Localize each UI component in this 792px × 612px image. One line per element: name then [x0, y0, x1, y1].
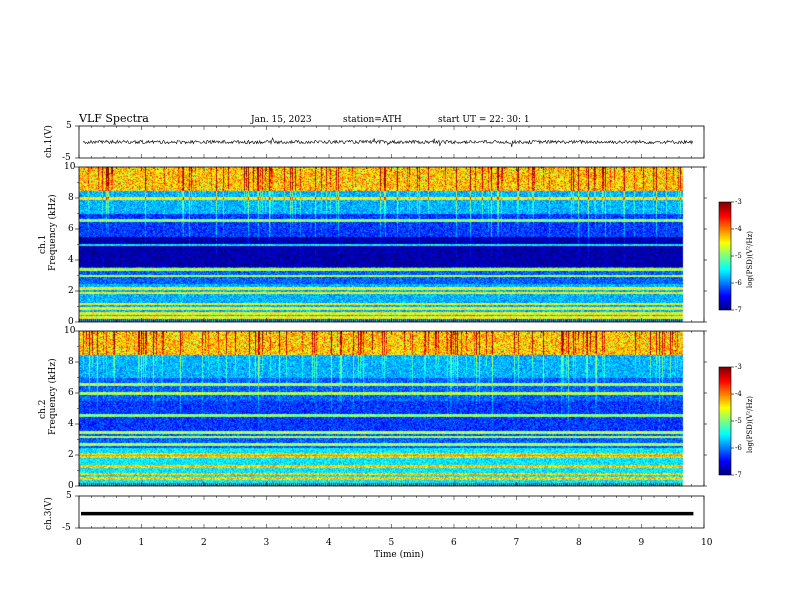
ch2-spectrogram-ytick-label: 10: [64, 326, 76, 336]
station-label: station=ATH: [343, 115, 402, 125]
x-axis-label: Time (min): [374, 550, 424, 560]
ch1-spectrogram-ylabel-frequency: Frequency (kHz): [48, 194, 58, 271]
ch2-colorbar-tick-label: -3: [735, 363, 742, 371]
x-tick-label: 1: [138, 538, 145, 548]
ch1-spectrogram-ytick-label: 8: [68, 193, 74, 203]
ch1-waveform-trace: [82, 137, 693, 148]
ch2-spectrogram-ytick-label: 6: [68, 388, 74, 398]
ch1-colorbar-tick-label: -4: [735, 225, 742, 233]
ch2-spectrogram-ytick-label: 0: [68, 481, 74, 491]
x-tick-label: 5: [388, 538, 395, 548]
ch2-colorbar-tick-label: -5: [735, 417, 742, 425]
x-tick-label: 3: [263, 538, 270, 548]
wave1-frame: [78, 125, 705, 159]
ch2-spectrogram-image: [79, 331, 693, 486]
ch1-colorbar-tick-label: -5: [735, 252, 742, 260]
ch1-colorbar-frame: [718, 201, 732, 311]
x-tick-label: 0: [76, 538, 82, 548]
ch1-spectrogram-image: [79, 167, 693, 322]
ch1-spectrogram-ytick-label: 0: [68, 317, 74, 327]
date-label: Jan. 15, 2023: [251, 115, 312, 125]
x-tick-label: 4: [326, 538, 332, 548]
ch2-colorbar-label: log(PSD)(V²/Hz): [746, 396, 754, 453]
ch1-spectrogram-ytick-label: 6: [68, 224, 74, 234]
ch1-colorbar-tick-label: -6: [735, 279, 742, 287]
ch3-waveform-ylabel: ch.3(V): [44, 497, 54, 530]
ch2-spectrogram-ylabel-channel: ch.2: [38, 399, 48, 419]
ch1-colorbar-tick-label: -3: [735, 198, 742, 206]
ch2-spectrogram-ytick-label: 8: [68, 357, 74, 367]
spec2-frame: [78, 330, 705, 487]
x-tick-label: 8: [576, 538, 582, 548]
ch2-spectrogram-ytick-label: 4: [68, 419, 74, 429]
ch1-spectrogram-ytick-label: 4: [68, 255, 74, 265]
x-tick-label: 9: [638, 538, 645, 548]
ch1-waveform-ytick-label: -5: [62, 153, 71, 163]
ch1-waveform-ytick-label: 5: [66, 121, 72, 131]
figure-title: VLF Spectra: [79, 112, 149, 125]
x-tick-label: 2: [201, 538, 207, 548]
ch1-spectrogram-ylabel-channel: ch.1: [38, 234, 48, 254]
start-time-label: start UT = 22: 30: 1: [438, 115, 530, 125]
ch2-colorbar-tick-label: -6: [735, 444, 742, 452]
ch1-spectrogram-ytick-label: 10: [64, 162, 76, 172]
ch1-colorbar: [719, 202, 731, 310]
ch1-colorbar-tick-label: -7: [735, 306, 742, 314]
x-tick-label: 6: [451, 538, 457, 548]
ch1-waveform-ylabel: ch.1(V): [44, 125, 54, 158]
ch2-spectrogram-ytick-label: 2: [68, 450, 74, 460]
x-tick-label: 7: [513, 538, 520, 548]
ch2-colorbar-frame: [718, 366, 732, 476]
ch2-spectrogram-ylabel-frequency: Frequency (kHz): [48, 358, 58, 435]
ch1-colorbar-label: log(PSD)(V²/Hz): [746, 231, 754, 288]
ch2-colorbar-tick-label: -7: [735, 471, 742, 479]
ch2-colorbar: [719, 367, 731, 475]
ch3-waveform-ytick-label: 5: [66, 491, 72, 501]
spec1-frame: [78, 166, 705, 323]
ch2-colorbar-tick-label: -4: [735, 390, 742, 398]
ch3-waveform-ytick-label: -5: [62, 523, 71, 533]
ch1-spectrogram-ytick-label: 2: [68, 286, 74, 296]
x-tick-label: 10: [701, 538, 713, 548]
